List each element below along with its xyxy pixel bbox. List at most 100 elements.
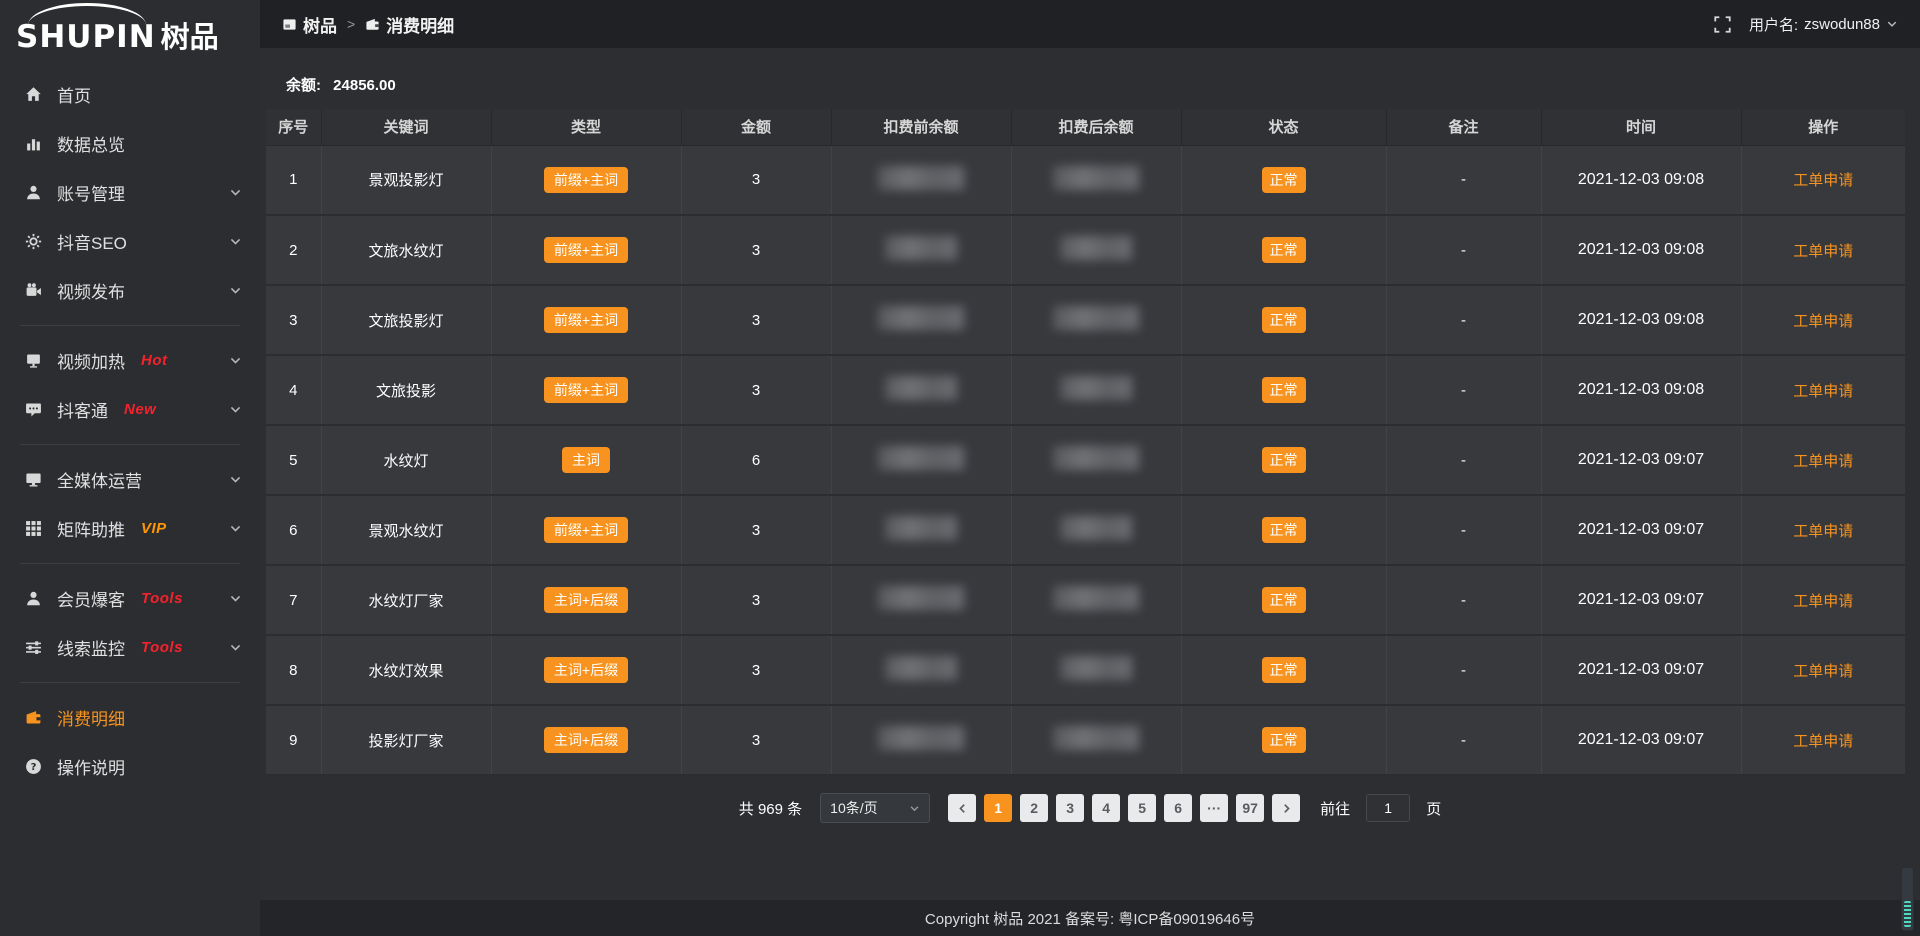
table-header-row: 序号 关键词 类型 金额 扣费前余额 扣费后余额 状态 备注 时间 操作 xyxy=(266,109,1905,146)
goto-page-input[interactable] xyxy=(1366,794,1411,822)
sidebar-item-help[interactable]: ? 操作说明 xyxy=(0,742,260,791)
sidebar-item-douketong[interactable]: 抖客通 New xyxy=(0,385,260,434)
ticket-apply-link[interactable]: 工单申请 xyxy=(1793,732,1854,750)
cell-amount: 3 xyxy=(681,285,832,356)
page-button-1[interactable]: 1 xyxy=(984,794,1013,822)
sidebar-item-video-publish[interactable]: 视频发布 xyxy=(0,266,260,315)
ticket-apply-link[interactable]: 工单申请 xyxy=(1793,382,1854,400)
svg-text:?: ? xyxy=(30,762,36,773)
next-page-button[interactable] xyxy=(1272,794,1301,822)
scroll-indicator-stripes xyxy=(1904,901,1911,927)
sidebar-item-consume-detail[interactable]: 消费明细 xyxy=(0,693,260,742)
status-badge: 正常 xyxy=(1261,587,1306,613)
sidebar-item-member-burst[interactable]: 会员爆客 Tools xyxy=(0,574,260,623)
type-badge: 前缀+主词 xyxy=(543,307,629,333)
sidebar-item-account[interactable]: 账号管理 xyxy=(0,168,260,217)
censored-balance-after xyxy=(1060,376,1132,400)
chevron-down-icon xyxy=(229,284,242,297)
censored-balance-before xyxy=(885,656,957,680)
cell-index: 4 xyxy=(266,355,322,426)
status-badge: 正常 xyxy=(1261,377,1306,403)
sidebar-item-matrix-boost[interactable]: 矩阵助推 VIP xyxy=(0,504,260,553)
page-button-2[interactable]: 2 xyxy=(1020,794,1049,822)
chat-icon xyxy=(24,401,42,419)
logo-arc-decoration xyxy=(28,3,146,25)
consume-table: 序号 关键词 类型 金额 扣费前余额 扣费后余额 状态 备注 时间 操作 1 景观投影灯 前缀+主… xyxy=(266,109,1905,776)
page-button-6[interactable]: 6 xyxy=(1164,794,1193,822)
cell-index: 1 xyxy=(266,145,322,216)
ticket-apply-link[interactable]: 工单申请 xyxy=(1793,312,1854,330)
sidebar-item-clue-monitor[interactable]: 线索监控 Tools xyxy=(0,623,260,672)
page-button-97[interactable]: 97 xyxy=(1236,794,1265,822)
table-row: 3 文旅投影灯 前缀+主词 3 正常 - 2021-12-03 09:08 工单… xyxy=(266,285,1905,356)
video-camera-icon xyxy=(24,282,42,300)
more-pages-button[interactable]: ··· xyxy=(1200,794,1229,822)
cell-index: 8 xyxy=(266,635,322,706)
page-button-5[interactable]: 5 xyxy=(1128,794,1157,822)
ticket-apply-link[interactable]: 工单申请 xyxy=(1793,592,1854,610)
sidebar-item-label: 操作说明 xyxy=(57,759,125,778)
cell-keyword: 景观投影灯 xyxy=(321,145,492,216)
chevron-down-icon xyxy=(229,235,242,248)
goto-label: 前往 xyxy=(1320,800,1351,818)
page-size-select[interactable]: 10条/页 xyxy=(820,793,931,823)
page-button-3[interactable]: 3 xyxy=(1056,794,1085,822)
main-content: 余额: 24856.00 序号 关键词 类型 金额 扣费前余额 扣费后余额 状态 备注 时间 操作… xyxy=(260,0,1920,823)
sidebar-item-badge: Tools xyxy=(141,639,183,656)
status-badge: 正常 xyxy=(1261,237,1306,263)
user-menu[interactable]: 用户名: zswodun88 xyxy=(1749,14,1898,35)
sidebar-item-label: 抖音SEO xyxy=(57,234,127,253)
username-value: zswodun88 xyxy=(1804,15,1880,33)
status-badge: 正常 xyxy=(1261,307,1306,333)
table-row: 4 文旅投影 前缀+主词 3 正常 - 2021-12-03 09:08 工单申… xyxy=(266,355,1905,426)
page-button-4[interactable]: 4 xyxy=(1092,794,1121,822)
sidebar-item-badge: VIP xyxy=(141,520,167,537)
sidebar-item-label: 账号管理 xyxy=(57,185,125,204)
censored-balance-after xyxy=(1053,586,1139,610)
menu-divider xyxy=(20,444,240,445)
sidebar-item-label: 矩阵助推 xyxy=(57,521,125,540)
copyright-text: Copyright 树品 2021 备案号: 粤ICP备09019646号 xyxy=(924,910,1256,928)
sidebar-item-douyin-seo[interactable]: 抖音SEO xyxy=(0,217,260,266)
sidebar-menu: 首页 数据总览 账号管理 抖音SEO 视频发布 视频加热 Hot 抖客通 xyxy=(0,70,260,791)
total-count: 共 969 条 xyxy=(738,800,803,818)
column-header: 操作 xyxy=(1741,109,1905,146)
type-badge: 前缀+主词 xyxy=(543,237,629,263)
ticket-apply-link[interactable]: 工单申请 xyxy=(1793,662,1854,680)
logo-text-cn: 树品 xyxy=(160,22,219,54)
ticket-apply-link[interactable]: 工单申请 xyxy=(1793,172,1854,190)
scroll-indicator[interactable] xyxy=(1901,867,1914,931)
breadcrumb-item-app[interactable]: 树品 xyxy=(282,12,337,37)
sidebar-item-home[interactable]: 首页 xyxy=(0,70,260,119)
ticket-apply-link[interactable]: 工单申请 xyxy=(1793,522,1854,540)
bar-chart-icon xyxy=(24,135,42,153)
cell-time: 2021-12-03 09:07 xyxy=(1541,425,1742,496)
prev-page-button[interactable] xyxy=(948,794,977,822)
wallet-icon xyxy=(365,17,380,32)
type-badge: 主词+后缀 xyxy=(543,657,629,683)
column-header: 类型 xyxy=(491,109,682,146)
cell-index: 3 xyxy=(266,285,322,356)
type-badge: 主词+后缀 xyxy=(543,727,629,753)
fullscreen-icon[interactable] xyxy=(1714,15,1731,33)
sidebar-item-media-operation[interactable]: 全媒体运营 xyxy=(0,455,260,504)
cell-time: 2021-12-03 09:07 xyxy=(1541,565,1742,636)
balance-label: 余额: xyxy=(286,77,321,94)
sidebar-item-video-heat[interactable]: 视频加热 Hot xyxy=(0,336,260,385)
ticket-apply-link[interactable]: 工单申请 xyxy=(1793,242,1854,260)
censored-balance-before xyxy=(878,586,964,610)
user-icon xyxy=(24,184,42,202)
column-header: 扣费后余额 xyxy=(1011,109,1182,146)
breadcrumb-separator: > xyxy=(347,16,356,32)
status-badge: 正常 xyxy=(1261,447,1306,473)
sidebar-item-label: 视频发布 xyxy=(57,283,125,302)
censored-balance-after xyxy=(1060,236,1132,260)
type-badge: 前缀+主词 xyxy=(543,166,629,193)
breadcrumb-item-current[interactable]: 消费明细 xyxy=(365,12,454,37)
home-icon xyxy=(24,86,42,104)
question-icon: ? xyxy=(24,758,42,776)
column-header: 关键词 xyxy=(321,109,492,146)
sidebar-item-data-overview[interactable]: 数据总览 xyxy=(0,119,260,168)
ticket-apply-link[interactable]: 工单申请 xyxy=(1793,452,1854,470)
wallet-icon xyxy=(24,709,42,727)
